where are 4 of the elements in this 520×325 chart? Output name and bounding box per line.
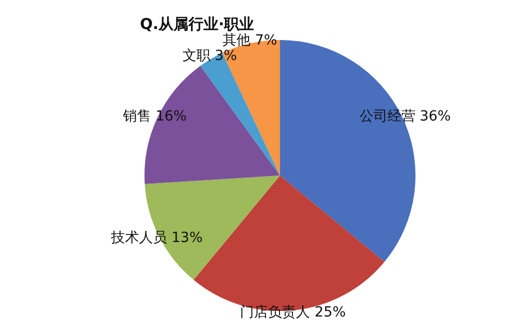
- slice-label: 销售 16%: [122, 108, 187, 124]
- slice-label: 其他 7%: [222, 32, 278, 48]
- slice-label: 公司经营 36%: [359, 108, 451, 124]
- chart-title: Q.从属行业·职业: [140, 14, 254, 33]
